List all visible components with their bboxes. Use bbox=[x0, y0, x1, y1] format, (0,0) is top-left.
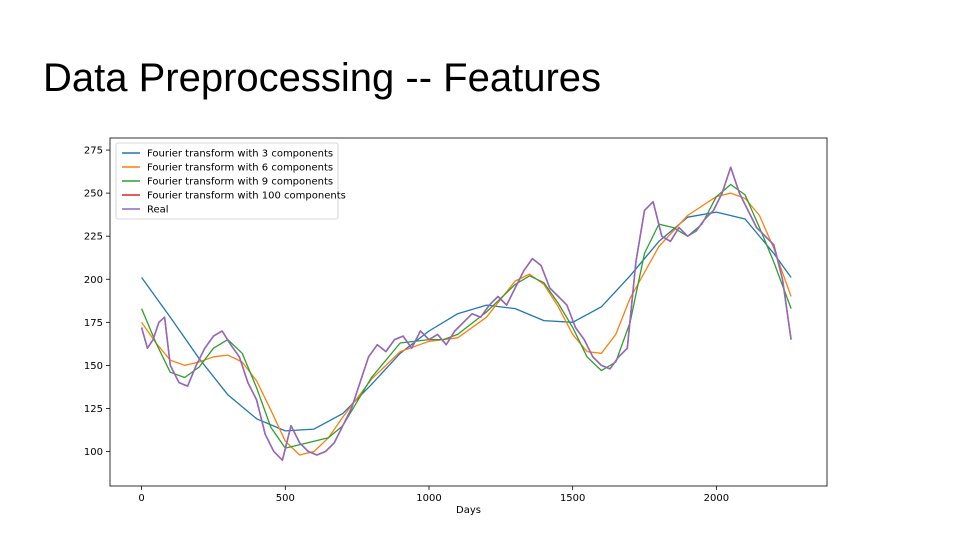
y-axis: 100 125 150 175 200 225 250 275 bbox=[84, 146, 110, 458]
x-tick-label: 1500 bbox=[560, 493, 585, 504]
legend-entry: Fourier transform with 100 components bbox=[147, 191, 346, 202]
y-tick-label: 100 bbox=[84, 447, 103, 458]
x-tick-label: 500 bbox=[276, 493, 295, 504]
x-tick-label: 1000 bbox=[416, 493, 441, 504]
x-tick-label: 2000 bbox=[704, 493, 729, 504]
y-tick-label: 225 bbox=[84, 232, 103, 243]
y-tick-label: 275 bbox=[84, 146, 103, 157]
series-line-2 bbox=[141, 192, 792, 456]
legend-entry: Fourier transform with 9 components bbox=[147, 177, 333, 188]
legend-entry: Real bbox=[147, 205, 169, 216]
series-line-3 bbox=[141, 183, 792, 449]
slide-title: Data Preprocessing -- Features bbox=[43, 56, 602, 100]
y-tick-label: 250 bbox=[84, 189, 103, 200]
x-tick-label: 0 bbox=[138, 493, 144, 504]
y-tick-label: 200 bbox=[84, 275, 103, 286]
plot-frame bbox=[109, 137, 828, 487]
y-tick-label: 175 bbox=[84, 318, 103, 329]
y-tick-label: 125 bbox=[84, 404, 103, 415]
x-axis-label: Days bbox=[456, 505, 481, 516]
legend-box bbox=[115, 142, 339, 220]
y-tick-label: 150 bbox=[84, 361, 103, 372]
legend: Fourier transform with 3 components Fouri… bbox=[115, 142, 346, 220]
x-axis: 0 500 1000 1500 2000 bbox=[138, 486, 729, 504]
legend-entry: Fourier transform with 6 components bbox=[147, 163, 333, 174]
series-line-5 bbox=[140, 166, 792, 462]
series-line-1 bbox=[141, 211, 792, 432]
legend-entry: Fourier transform with 3 components bbox=[147, 149, 333, 160]
plot-lines bbox=[140, 166, 792, 462]
